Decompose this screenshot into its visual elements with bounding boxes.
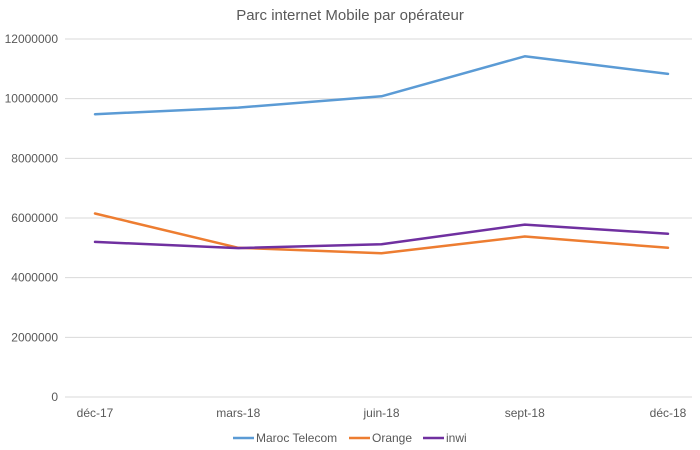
- series-line-maroc-telecom: [93, 55, 670, 116]
- x-tick-label: sept-18: [505, 406, 545, 420]
- series-line-inwi: [93, 223, 670, 250]
- series-layer: [93, 55, 670, 255]
- x-tick-label: déc-17: [77, 406, 114, 420]
- y-tick-label: 2000000: [11, 330, 58, 344]
- y-tick-label: 0: [51, 390, 58, 404]
- x-tick-label: mars-18: [216, 406, 260, 420]
- x-axis-ticks: déc-17 mars-18 juin-18 sept-18 déc-18: [77, 406, 687, 420]
- legend-label: Orange: [372, 431, 412, 445]
- legend-label: inwi: [446, 431, 467, 445]
- y-tick-label: 12000000: [5, 32, 59, 46]
- x-tick-label: déc-18: [650, 406, 687, 420]
- y-tick-label: 8000000: [11, 151, 58, 165]
- x-tick-label: juin-18: [362, 406, 399, 420]
- grid-layer: [65, 38, 692, 398]
- y-tick-label: 10000000: [5, 92, 59, 106]
- legend: Maroc Telecom Orange inwi: [233, 431, 467, 445]
- chart-title: Parc internet Mobile par opérateur: [236, 7, 464, 24]
- y-tick-label: 4000000: [11, 271, 58, 285]
- y-tick-label: 6000000: [11, 211, 58, 225]
- series-line-orange: [93, 212, 670, 255]
- legend-label: Maroc Telecom: [256, 431, 337, 445]
- y-axis-ticks: 0 2000000 4000000 6000000 8000000 10000000 120…: [5, 32, 59, 404]
